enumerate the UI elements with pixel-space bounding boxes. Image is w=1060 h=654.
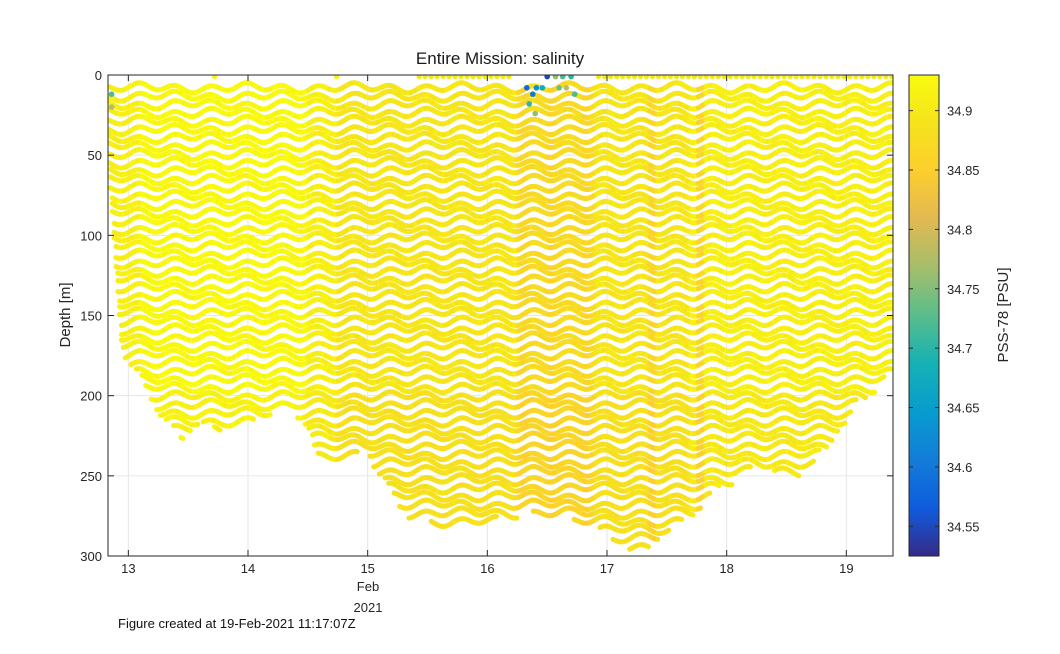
data-point: [250, 416, 256, 422]
data-point: [217, 427, 223, 433]
data-point: [187, 428, 193, 434]
data-points: [108, 75, 893, 552]
data-point: [267, 412, 273, 418]
data-point: [195, 421, 201, 427]
data-point: [180, 435, 186, 441]
chart-title: Entire Mission: salinity: [416, 49, 585, 68]
